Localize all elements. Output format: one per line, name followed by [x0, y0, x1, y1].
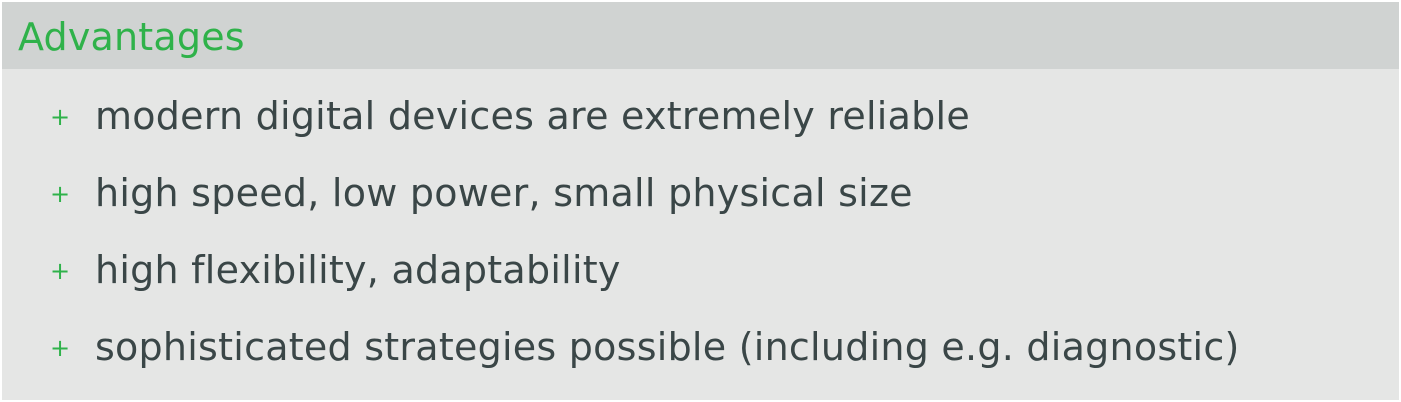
list-item: + sophisticated strategies possible (inc… [2, 310, 1399, 387]
list-item: + high speed, low power, small physical … [2, 156, 1399, 233]
plus-bullet-icon: + [50, 334, 71, 362]
plus-bullet-icon: + [50, 103, 71, 131]
block-title: Advantages [18, 14, 245, 59]
block-header: Advantages [2, 2, 1399, 69]
list-item: + modern digital devices are extremely r… [2, 79, 1399, 156]
plus-bullet-icon: + [50, 257, 71, 285]
list-item-text: high flexibility, adaptability [95, 248, 621, 292]
plus-bullet-icon: + [50, 180, 71, 208]
advantages-list: + modern digital devices are extremely r… [2, 79, 1399, 387]
list-item-text: high speed, low power, small physical si… [95, 171, 913, 215]
list-item-text: sophisticated strategies possible (inclu… [95, 325, 1240, 369]
list-item: + high flexibility, adaptability [2, 233, 1399, 310]
list-item-text: modern digital devices are extremely rel… [95, 94, 970, 138]
